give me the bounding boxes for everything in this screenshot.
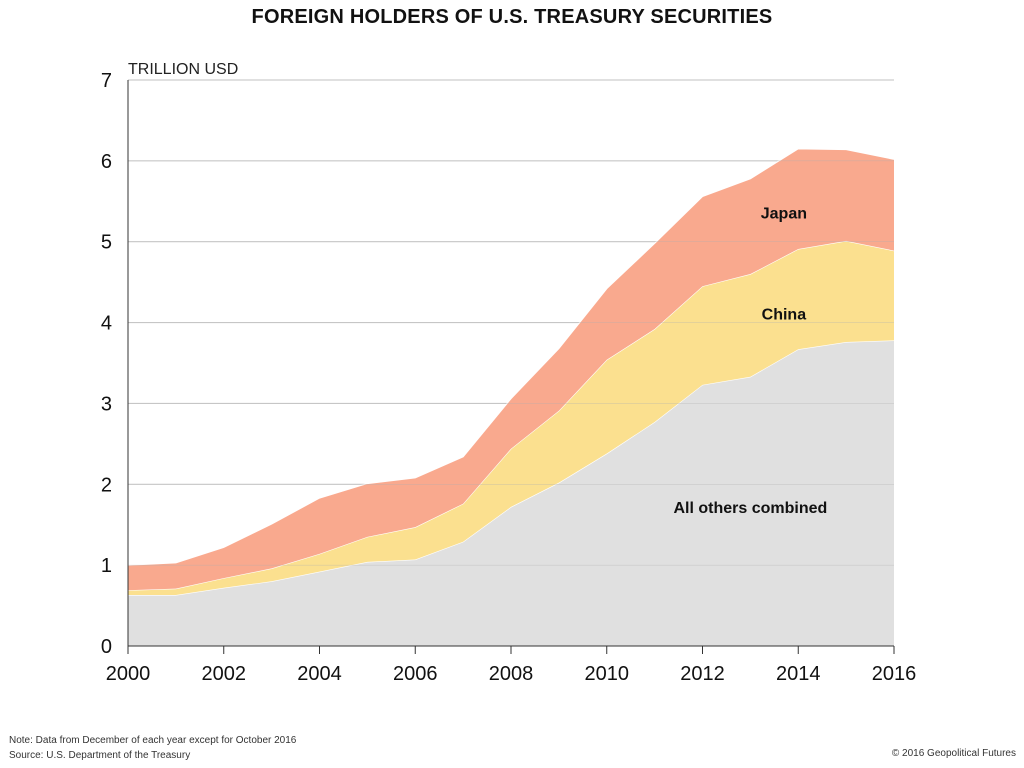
x-tick-label: 2004	[297, 663, 342, 685]
y-tick-label: 6	[101, 151, 112, 173]
axes: 0 1 2 3 4 5 6 7 2000 2002 2004 2006 2008 2010 2012 2014…	[101, 70, 916, 685]
area-japan	[128, 148, 894, 591]
series-labels: Japan China All others combined	[673, 206, 827, 517]
y-tick-label: 2	[101, 474, 112, 496]
y-tick-label: 4	[101, 313, 112, 335]
area-china	[128, 240, 894, 596]
x-tick-label: 2000	[106, 663, 151, 685]
x-tick-label: 2006	[393, 663, 438, 685]
series-label-japan: Japan	[761, 206, 807, 223]
y-tick-label: 1	[101, 555, 112, 577]
chart-title: FOREIGN HOLDERS OF U.S. TREASURY SECURIT…	[251, 6, 773, 28]
x-tick-label: 2002	[202, 663, 247, 685]
x-tick-label: 2014	[776, 663, 821, 685]
y-axis-label: TRILLION USD	[128, 61, 238, 78]
x-tick-label: 2008	[489, 663, 534, 685]
chart-source: Source: U.S. Department of the Treasury	[9, 750, 191, 761]
area-all-others-combined	[128, 340, 894, 646]
x-tick-label: 2012	[680, 663, 725, 685]
series-line-japan	[127, 148, 895, 566]
y-tick-label: 7	[101, 70, 112, 92]
series-label-china: China	[762, 307, 807, 324]
area-series	[127, 79, 895, 646]
y-tick-label: 3	[101, 393, 112, 415]
y-tick-label: 0	[101, 636, 112, 658]
x-tick-label: 2016	[872, 663, 917, 685]
series-label-all-others-combined: All others combined	[673, 500, 827, 517]
chart-credit: © 2016 Geopolitical Futures	[891, 748, 1016, 759]
x-tick-label: 2010	[585, 663, 630, 685]
chart-note: Note: Data from December of each year ex…	[9, 735, 297, 746]
y-tick-label: 5	[101, 232, 112, 254]
